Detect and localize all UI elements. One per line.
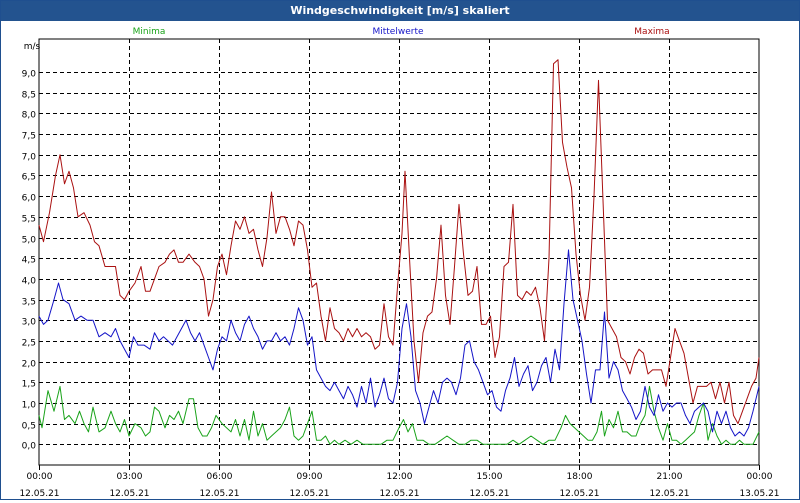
y-tick-label: 8,0: [22, 111, 37, 121]
y-tick-label: 5,0: [22, 236, 37, 246]
x-tick-time-label: 15:00: [477, 472, 503, 482]
x-tick-date-label: 12.05.21: [469, 489, 509, 499]
y-tick-label: 0,0: [22, 442, 37, 452]
x-tick-date-label: 12.05.21: [379, 489, 419, 499]
x-tick-date-label: 12.05.21: [19, 489, 59, 499]
series-line-mittelwerte: [38, 249, 760, 437]
y-tick-label: 2,0: [22, 360, 37, 370]
x-tick-date-label: 13.05.21: [739, 489, 779, 499]
x-tick-time-label: 03:00: [117, 472, 143, 482]
legend-label-mittelwerte: Mittelwerte: [372, 27, 423, 37]
grid: [39, 39, 759, 465]
y-tick-label: 1,0: [22, 401, 37, 411]
axes: 0,0 0,5 1,0 1,5 2,0 2,5 3,0 3,5 4,0 4,5 5,0 5,5 6,0 6…: [19, 38, 780, 499]
x-tick-date-label: 12.05.21: [649, 489, 689, 499]
y-axis-label: m/s: [24, 42, 41, 52]
y-tick-label: 7,5: [22, 132, 36, 142]
y-tick-label: 3,0: [22, 318, 37, 328]
x-tick-time-label: 06:00: [207, 472, 233, 482]
x-tick-time-label: 21:00: [657, 472, 683, 482]
y-tick-label: 1,5: [22, 380, 36, 390]
y-tick-label: 4,5: [22, 256, 36, 266]
x-tick-time-label: 18:00: [567, 472, 593, 482]
x-tick-time-label: 00:00: [27, 472, 53, 482]
y-tick-label: 8,5: [22, 91, 36, 101]
wind-speed-chart: 0,0 0,5 1,0 1,5 2,0 2,5 3,0 3,5 4,0 4,5 5,0 5,5 6,0 6…: [19, 27, 780, 499]
x-tick-time-label: 00:00: [747, 472, 773, 482]
y-tick-label: 6,0: [22, 194, 37, 204]
series-line-minima: [38, 385, 760, 445]
y-tick-label: 3,5: [22, 298, 36, 308]
window-title: Windgeschwindigkeit [m/s] skaliert: [1, 1, 799, 21]
x-tick-date-label: 12.05.21: [109, 489, 149, 499]
legend-label-minima: Minima: [133, 27, 166, 37]
legend: Minima Mittelwerte Maxima: [133, 27, 670, 37]
y-tick-label: 5,5: [22, 215, 36, 225]
y-tick-label: 7,0: [22, 153, 37, 163]
x-tick-time-label: 09:00: [297, 472, 323, 482]
x-tick-date-label: 12.05.21: [289, 489, 329, 499]
y-tick-label: 0,5: [22, 422, 36, 432]
x-tick-date-label: 12.05.21: [199, 489, 239, 499]
x-tick-date-label: 12.05.21: [559, 489, 599, 499]
y-tick-label: 4,0: [22, 277, 37, 287]
series-lines: [38, 59, 760, 445]
series-line-maxima: [38, 59, 760, 425]
x-tick-time-label: 12:00: [387, 472, 413, 482]
legend-label-maxima: Maxima: [634, 27, 669, 37]
y-tick-label: 2,5: [22, 339, 36, 349]
y-tick-label: 6,5: [22, 173, 36, 183]
chart-area: 0,0 0,5 1,0 1,5 2,0 2,5 3,0 3,5 4,0 4,5 5,0 5,5 6,0 6…: [1, 21, 799, 499]
y-tick-label: 9,0: [22, 70, 37, 80]
